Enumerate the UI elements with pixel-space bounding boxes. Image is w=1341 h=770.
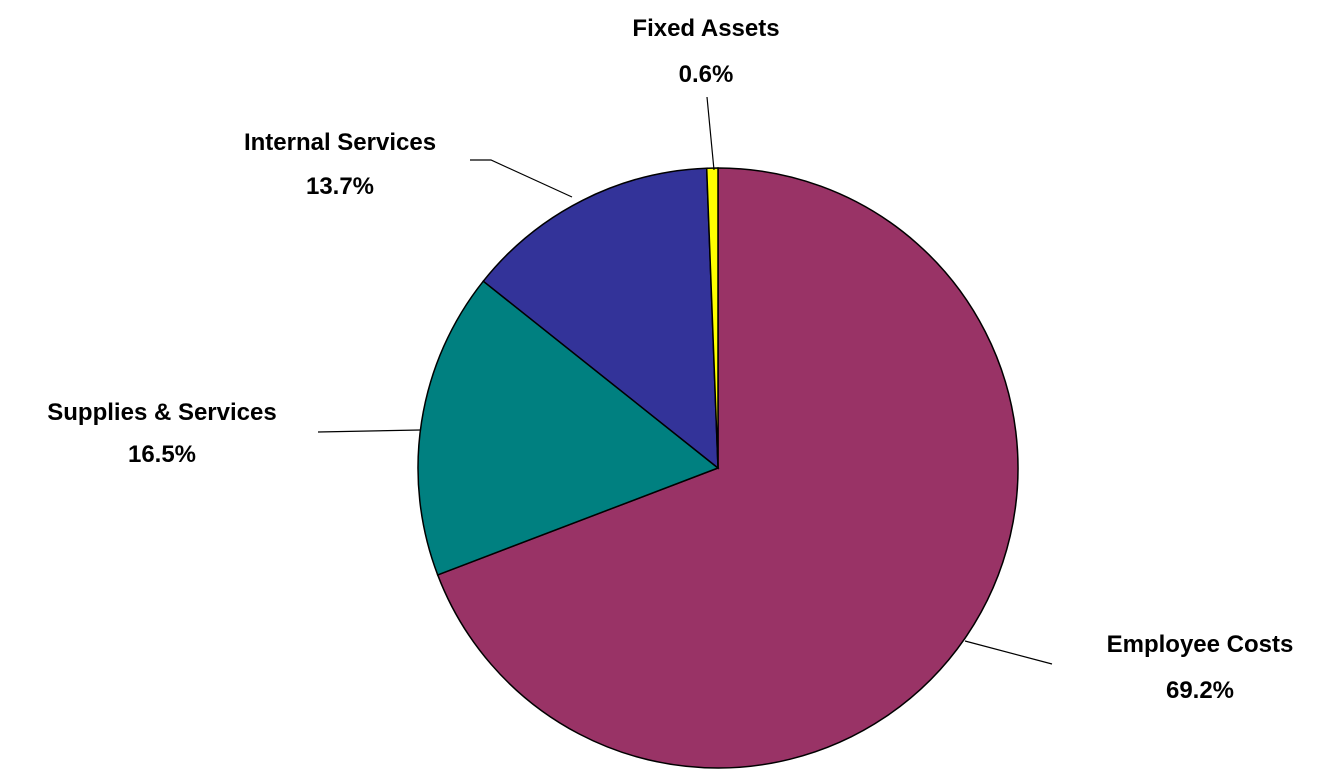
pie-slice-internal-services [482,167,719,470]
leader-lines [317,96,1053,665]
slice-labels: Employee Costs 69.2% Supplies & Services 16… [47,15,1293,704]
slice-label-internal-services: Internal Services [244,129,436,156]
slice-label-employee-costs: Employee Costs [1107,631,1294,658]
slice-value-fixed-assets: 0.6% [679,61,734,88]
slice-value-supplies-and-services: 16.5% [128,441,196,468]
leader-line-fixed-assets [706,96,715,171]
slice-label-supplies-and-services: Supplies & Services [47,399,276,426]
pie-slices [417,167,1019,769]
slice-value-employee-costs: 69.2% [1166,677,1234,704]
pie-slice-employee-costs [436,167,1019,769]
pie-slice-supplies-and-services [417,280,720,576]
leader-line-supplies-and-services [317,429,421,433]
leader-line-employee-costs [964,640,1053,665]
slice-label-fixed-assets: Fixed Assets [632,15,779,42]
slice-value-internal-services: 13.7% [306,173,374,200]
pie-slice-fixed-assets [705,167,719,469]
leader-line-internal-services [470,159,573,198]
